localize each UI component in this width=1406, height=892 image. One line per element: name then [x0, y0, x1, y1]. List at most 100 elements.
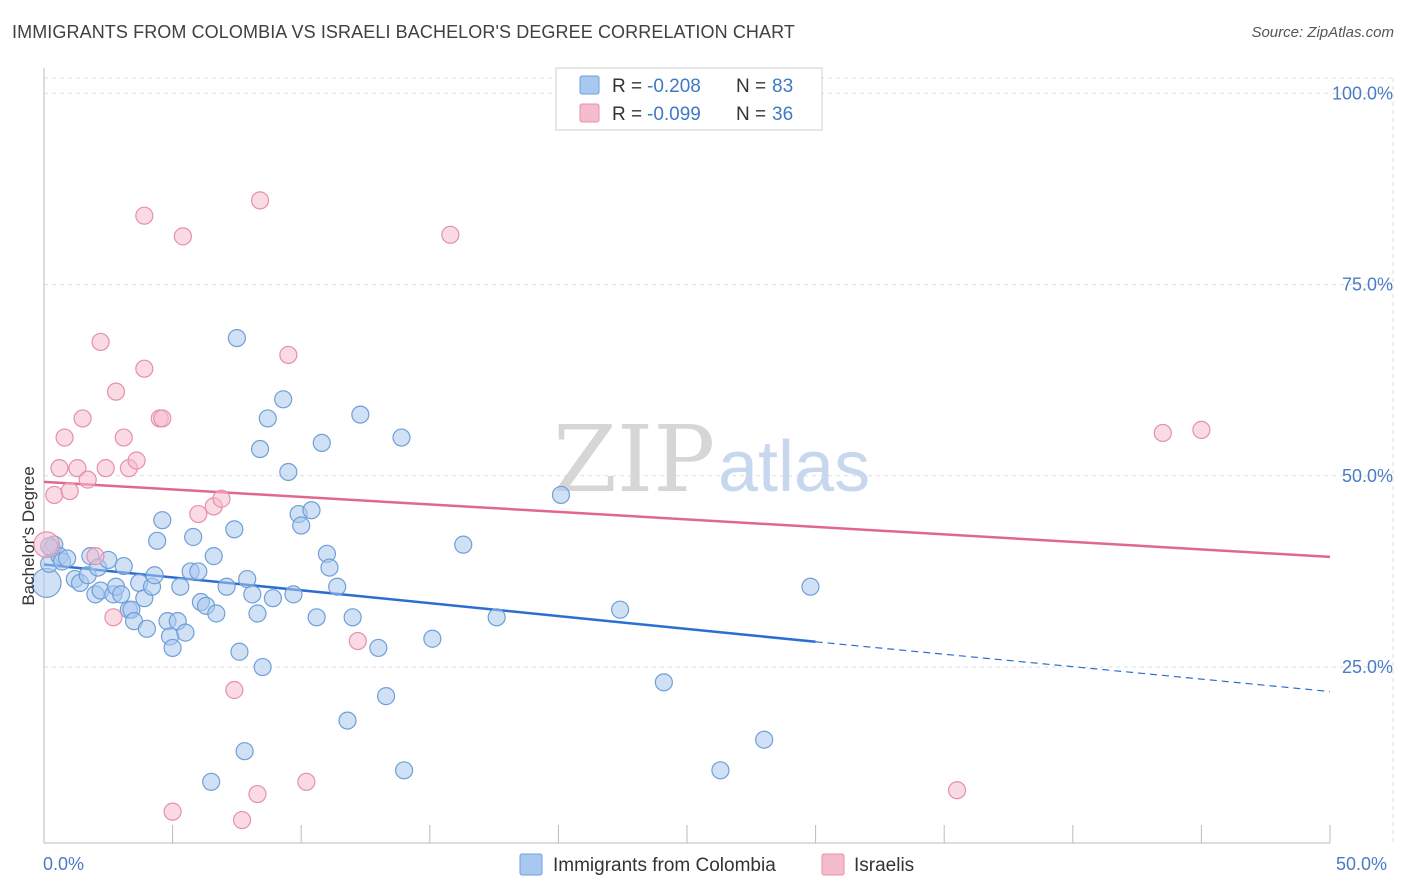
colombia-point-27 — [148, 531, 167, 550]
legend-box — [555, 67, 823, 131]
israelis-point-6 — [73, 409, 92, 428]
colombia-point-6 — [58, 549, 77, 568]
y-axis-label: Bachelor's Degree — [19, 466, 38, 605]
colombia-point-33 — [171, 577, 190, 596]
colombia-point-34 — [176, 623, 195, 642]
israelis-point-7 — [78, 470, 97, 489]
colombia-point-60 — [302, 501, 321, 520]
colombia-point-61 — [307, 608, 326, 627]
colombia-point-49 — [243, 585, 262, 604]
colombia-point-26 — [145, 566, 164, 585]
trend-lines — [43, 480, 1331, 693]
israelis-point-34 — [1153, 423, 1172, 443]
colombia-point-79 — [711, 761, 730, 780]
source-credit: Source: ZipAtlas.com — [1251, 24, 1394, 41]
bottom-legend-label-israelis: Israelis — [854, 855, 914, 876]
colombia-point-31 — [163, 638, 182, 658]
colombia-point-40 — [202, 772, 221, 791]
israelis-point-3 — [55, 428, 74, 447]
israelis-point-32 — [441, 225, 460, 244]
colombia-point-36 — [184, 527, 203, 547]
trend-line-colombia-extension — [815, 641, 1331, 693]
israelis-point-24 — [212, 489, 231, 508]
colombia-point-46 — [230, 642, 249, 661]
colombia-point-64 — [320, 558, 339, 577]
israelis-point-0 — [33, 531, 60, 559]
israelis-point-35 — [1192, 420, 1211, 439]
israelis-point-21 — [173, 227, 192, 246]
y-tick-labels: 25.0% 50.0% 75.0% 100.0% — [1332, 83, 1393, 677]
legend-n-value-colombia: 83 — [772, 76, 793, 97]
colombia-point-28 — [153, 511, 172, 530]
colombia-point-44 — [225, 520, 244, 539]
legend-swatch-colombia — [579, 75, 600, 95]
legend-r-label-colombia: R = — [612, 76, 642, 97]
legend-n-label-israelis: N = — [736, 104, 766, 125]
legend-n-value-israelis: 36 — [772, 104, 793, 125]
bottom-legend-label-colombia: Immigrants from Colombia — [553, 855, 776, 876]
colombia-point-73 — [423, 629, 442, 648]
israelis-point-33 — [947, 781, 967, 800]
legend-n-label-colombia: N = — [736, 76, 766, 97]
colombia-point-72 — [394, 761, 414, 780]
colombia-point-65 — [328, 577, 347, 596]
y-tick-label-2: 75.0% — [1342, 275, 1393, 295]
israelis-point-16 — [135, 206, 154, 225]
colombia-point-55 — [274, 390, 293, 409]
axes — [43, 68, 1331, 844]
legend-r-value-israelis: -0.099 — [647, 104, 701, 125]
colombia-point-74 — [454, 535, 473, 554]
colombia-point-17 — [112, 585, 131, 604]
israelis-point-4 — [60, 482, 79, 501]
colombia-point-77 — [611, 600, 630, 619]
trend-line-israelis — [43, 480, 1331, 559]
colombia-point-24 — [137, 619, 156, 638]
colombia-point-48 — [238, 569, 257, 589]
bottom-legend-swatch-israelis — [821, 853, 845, 876]
colombia-point-78 — [654, 673, 673, 692]
israelis-point-5 — [68, 459, 87, 478]
israelis-point-22 — [189, 504, 208, 524]
chart-title: IMMIGRANTS FROM COLOMBIA VS ISRAELI BACH… — [12, 22, 795, 42]
israelis-point-25 — [225, 680, 244, 700]
israelis-point-26 — [232, 810, 252, 830]
israelis-point-9 — [91, 332, 110, 352]
colombia-point-57 — [284, 585, 303, 604]
watermark-zip: ZIP — [553, 406, 715, 513]
legend-r-value-colombia: -0.208 — [647, 76, 701, 97]
colombia-point-67 — [343, 608, 362, 627]
bottom-legend: Immigrants from Colombia Israelis — [519, 853, 914, 876]
y-tick-label-3: 100.0% — [1332, 83, 1393, 103]
series-israelis-points — [33, 191, 1211, 830]
israelis-point-20 — [163, 802, 182, 821]
bottom-legend-swatch-colombia — [519, 853, 543, 876]
israelis-point-11 — [104, 608, 123, 627]
israelis-point-2 — [50, 459, 69, 478]
israelis-point-10 — [96, 459, 115, 478]
x-tick-label-max: 50.0% — [1336, 854, 1387, 874]
israelis-point-29 — [279, 345, 298, 365]
y-tick-label-1: 50.0% — [1342, 466, 1393, 486]
colombia-point-42 — [207, 604, 226, 623]
israelis-point-15 — [127, 451, 146, 470]
israelis-point-31 — [348, 631, 367, 651]
colombia-point-56 — [279, 462, 298, 482]
colombia-point-37 — [189, 562, 208, 581]
colombia-point-75 — [487, 608, 506, 627]
colombia-point-54 — [263, 589, 283, 608]
colombia-point-71 — [392, 428, 411, 447]
israelis-point-13 — [114, 428, 133, 447]
colombia-point-70 — [376, 687, 396, 706]
colombia-point-50 — [248, 604, 267, 623]
legend-swatch-israelis — [579, 103, 600, 123]
legend: R = -0.208 N = 83 R = -0.099 N = 36 — [555, 67, 823, 131]
x-tick-label-min: 0.0% — [43, 854, 84, 874]
israelis-point-17 — [135, 359, 154, 378]
trend-line-colombia — [43, 563, 816, 644]
israelis-point-28 — [250, 191, 270, 210]
colombia-point-76 — [551, 485, 571, 505]
colombia-point-53 — [258, 409, 277, 428]
israelis-point-19 — [153, 409, 172, 428]
colombia-point-68 — [351, 405, 370, 424]
